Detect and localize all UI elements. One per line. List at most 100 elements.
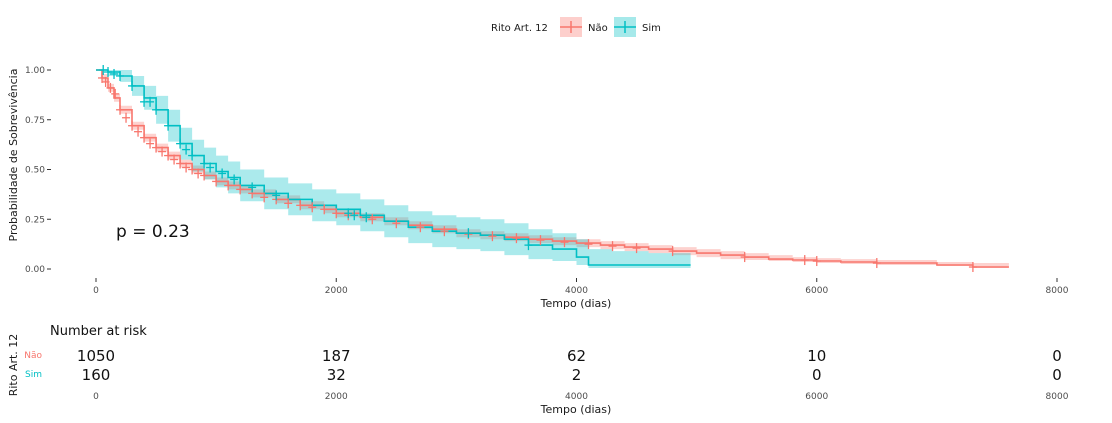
- censor-mark-nao: [128, 120, 137, 131]
- censor-mark-sim: [206, 162, 215, 173]
- censor-mark-nao: [488, 231, 497, 242]
- censor-mark-sim: [248, 182, 257, 193]
- y-tick-label: 0.75: [25, 116, 45, 126]
- x-tick-label: 2000: [325, 286, 348, 296]
- risk-count-nao: 10: [807, 347, 826, 365]
- censor-mark-nao: [740, 252, 749, 263]
- censor-mark-sim: [116, 70, 125, 81]
- risk-row-label-nao: Não: [24, 351, 42, 361]
- censor-mark-nao: [158, 146, 167, 157]
- censor-mark-sim: [182, 144, 191, 155]
- risk-count-sim: 2: [572, 366, 582, 384]
- risk-count-sim: 160: [82, 366, 111, 384]
- censor-mark-nao: [332, 208, 341, 219]
- censor-mark-nao: [170, 154, 179, 165]
- censor-mark-nao: [134, 126, 143, 137]
- censor-mark-sim: [344, 208, 353, 219]
- censor-mark-sim: [146, 96, 155, 107]
- censor-mark-nao: [320, 204, 329, 215]
- ci-band-sim: [96, 70, 691, 268]
- x-axis-ticks: 0 2000 4000 6000 8000: [93, 278, 1069, 296]
- x-tick-label: 4000: [565, 286, 588, 296]
- censor-mark-nao: [368, 214, 377, 225]
- risk-table-x-ticks: 0 2000 4000 6000 8000: [93, 392, 1069, 402]
- censor-mark-nao: [872, 258, 881, 269]
- risk-count-nao: 62: [567, 347, 586, 365]
- risk-row-label-sim: Sim: [25, 370, 42, 380]
- censor-mark-nao: [146, 138, 155, 149]
- censor-mark-sim: [128, 80, 137, 91]
- censor-mark-nao: [188, 164, 197, 175]
- censor-mark-nao: [236, 184, 245, 195]
- risk-x-tick-label: 6000: [805, 392, 828, 402]
- censor-mark-sim: [188, 150, 197, 161]
- censor-mark-nao: [122, 112, 131, 123]
- censor-mark-nao: [194, 168, 203, 179]
- y-tick-label: 0.00: [25, 265, 45, 275]
- censor-mark-nao: [296, 200, 305, 211]
- censor-mark-nao: [140, 132, 149, 143]
- censor-mark-nao: [584, 239, 593, 250]
- censor-mark-sim: [104, 66, 113, 77]
- censor-mark-nao: [101, 76, 110, 87]
- censor-mark-nao: [164, 150, 173, 161]
- y-tick-label: 1.00: [25, 66, 45, 76]
- censor-mark-nao: [512, 233, 521, 244]
- censor-mark-nao: [106, 82, 115, 93]
- x-axis-title: Tempo (dias): [540, 297, 612, 310]
- censor-mark-nao: [284, 198, 293, 209]
- risk-count-nao: 0: [1052, 347, 1062, 365]
- censor-mark-nao: [536, 235, 545, 246]
- legend-label-nao: Não: [588, 23, 608, 34]
- risk-x-tick-label: 4000: [565, 392, 588, 402]
- censor-mark-nao: [812, 256, 821, 267]
- censor-mark-nao: [152, 142, 161, 153]
- legend: Rito Art. 12 Não Sim: [491, 17, 661, 37]
- censor-mark-nao: [200, 170, 209, 181]
- censor-mark-sim: [218, 168, 227, 179]
- censor-mark-nao: [224, 180, 233, 191]
- censor-mark-nao: [212, 176, 221, 187]
- legend-title: Rito Art. 12: [491, 23, 548, 34]
- censor-mark-nao: [608, 241, 617, 252]
- censor-mark-sim: [176, 138, 185, 149]
- risk-x-tick-label: 2000: [325, 392, 348, 402]
- censor-mark-nao: [800, 255, 809, 266]
- risk-count-sim: 0: [1052, 366, 1062, 384]
- censor-mark-sim: [110, 68, 119, 79]
- censor-mark-nao: [260, 192, 269, 203]
- censor-mark-nao: [560, 237, 569, 248]
- censor-mark-nao: [176, 158, 185, 169]
- censor-mark-sim: [164, 120, 173, 131]
- confidence-bands: [96, 70, 1009, 268]
- censor-mark-sim: [272, 190, 281, 201]
- x-tick-label: 8000: [1046, 286, 1069, 296]
- y-tick-label: 0.50: [25, 166, 45, 176]
- legend-label-sim: Sim: [642, 23, 661, 34]
- risk-count-nao: 187: [322, 347, 351, 365]
- risk-table-x-title: Tempo (dias): [540, 403, 612, 416]
- censor-mark-nao: [392, 218, 401, 229]
- censor-mark-nao: [968, 262, 977, 273]
- risk-count-nao: 1050: [77, 347, 115, 365]
- y-axis-title: Probabilidade de Sobrevivência: [7, 69, 20, 242]
- censor-mark-sim: [350, 210, 359, 221]
- x-tick-label: 6000: [805, 286, 828, 296]
- risk-table-title: Number at risk: [50, 324, 147, 339]
- censor-mark-sim: [230, 174, 239, 185]
- risk-table-y-title: Rito Art. 12: [7, 334, 20, 397]
- censor-mark-sim: [200, 158, 209, 169]
- y-axis-ticks: 0.00 0.25 0.50 0.75 1.00: [25, 66, 51, 275]
- censor-mark-nao: [416, 222, 425, 233]
- risk-count-sim: 32: [327, 366, 346, 384]
- censor-mark-nao: [440, 226, 449, 237]
- censor-mark-sim: [99, 65, 108, 75]
- risk-x-tick-label: 0: [93, 392, 99, 402]
- p-value-annotation: p = 0.23: [116, 222, 190, 242]
- censor-mark-sim: [524, 240, 533, 251]
- censor-mark-nao: [116, 104, 125, 115]
- risk-count-sim: 0: [812, 366, 822, 384]
- censor-mark-sim: [152, 104, 161, 115]
